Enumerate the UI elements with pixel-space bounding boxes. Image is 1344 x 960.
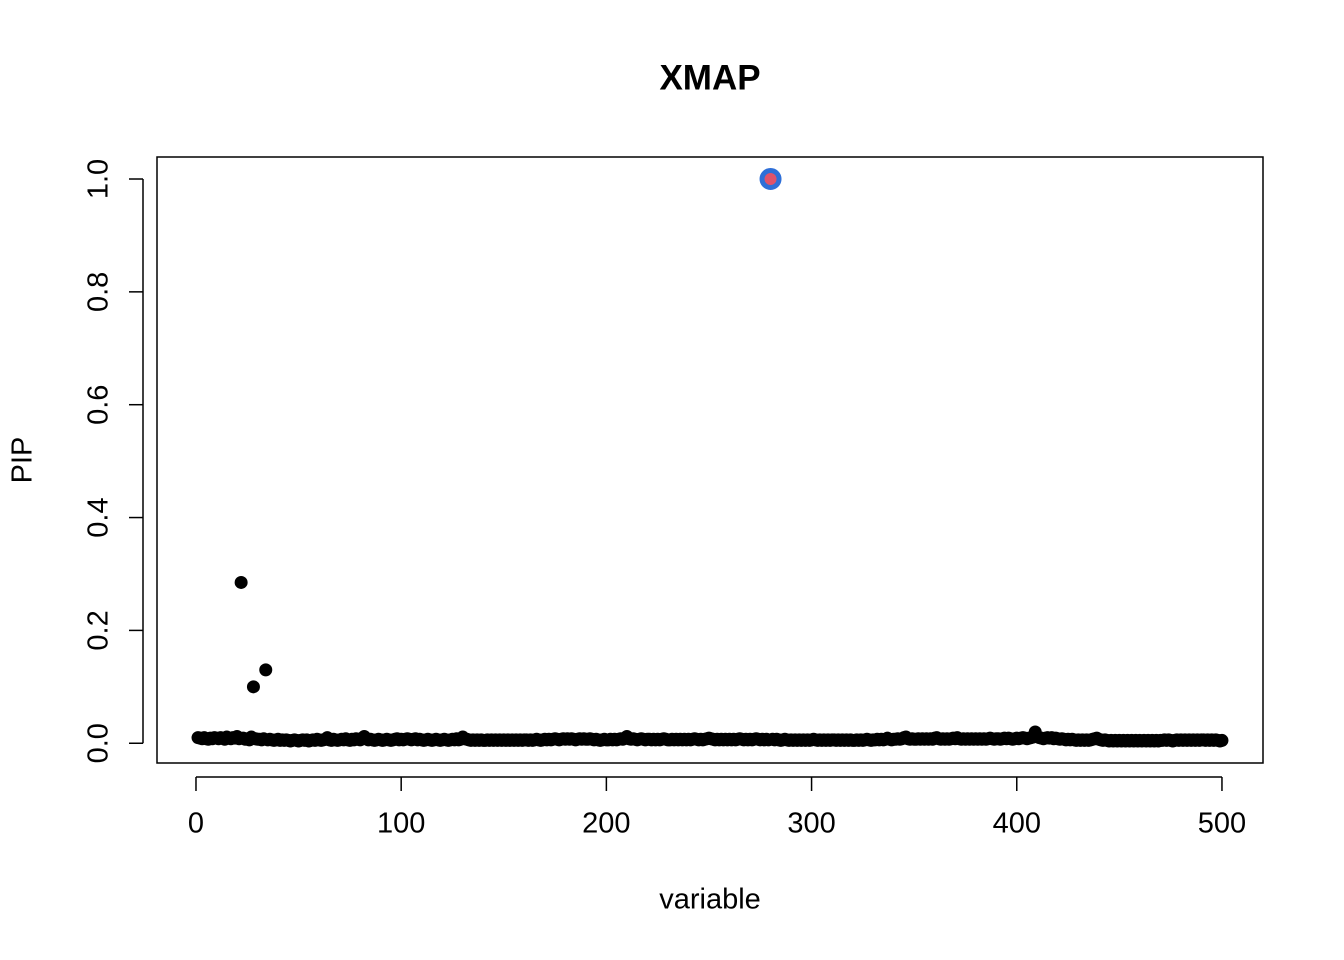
x-tick-label: 100 — [377, 808, 425, 840]
x-tick-label: 300 — [787, 808, 835, 840]
x-tick-label: 500 — [1198, 808, 1246, 840]
point — [246, 680, 260, 694]
x-tick-label: 400 — [993, 808, 1041, 840]
point — [1215, 733, 1229, 747]
x-tick-label: 0 — [188, 808, 204, 840]
y-tick-label: 1.0 — [83, 159, 115, 199]
x-axis-label: variable — [659, 884, 761, 916]
y-tick-label: 0.2 — [83, 610, 115, 650]
y-tick-label: 0.8 — [83, 272, 115, 312]
y-tick-label: 0.0 — [83, 723, 115, 763]
highlight-point — [759, 168, 782, 191]
x-tick-label: 200 — [582, 808, 630, 840]
point — [234, 575, 248, 589]
plot-frame — [156, 156, 1264, 764]
y-tick-label: 0.6 — [83, 385, 115, 425]
point — [259, 663, 273, 677]
chart-title: XMAP — [659, 58, 760, 97]
y-axis-label: PIP — [7, 437, 39, 484]
y-tick-label: 0.4 — [83, 497, 115, 537]
